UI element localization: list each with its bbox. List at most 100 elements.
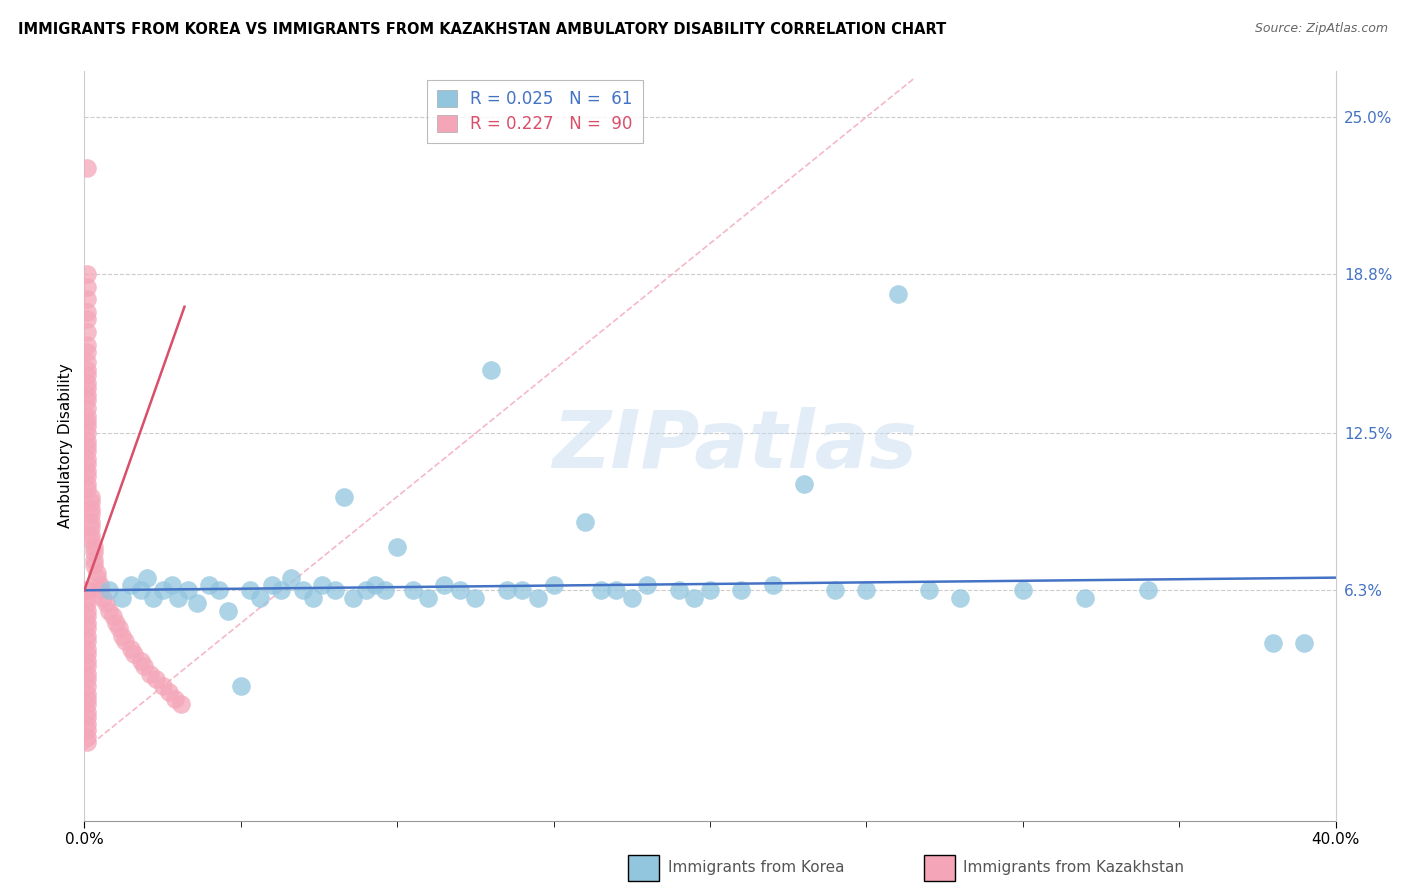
Point [855,583,877,598]
Point [464,591,486,605]
Point [76,659,98,673]
Point [249,591,271,605]
Point [76,161,98,175]
Point [76,634,98,648]
Point [76,687,98,701]
Point [433,578,456,592]
Point [129,654,152,668]
Point [114,634,136,648]
Point [198,578,221,592]
Point [1294,636,1316,650]
Point [76,434,98,448]
Point [111,591,134,605]
Point [76,641,98,656]
Point [76,583,98,598]
Point [76,591,98,605]
Point [165,692,187,706]
Point [132,659,155,673]
Point [157,684,180,698]
Point [418,591,440,605]
Point [354,583,377,598]
Point [76,414,98,428]
Point [76,717,98,731]
Point [918,583,941,598]
Point [1263,636,1285,650]
Point [683,591,706,605]
Point [89,578,111,592]
Point [449,583,471,598]
Point [620,591,643,605]
Point [76,279,98,293]
Point [76,710,98,724]
Point [76,629,98,643]
Text: Immigrants from Korea: Immigrants from Korea [668,861,845,875]
Point [107,621,129,635]
Point [76,723,98,737]
Point [76,647,98,661]
Point [76,730,98,744]
Point [76,393,98,408]
Point [101,608,124,623]
Point [76,621,98,635]
Point [402,583,425,598]
Point [120,578,142,592]
Point [76,596,98,610]
Point [301,591,323,605]
Point [385,541,409,555]
Point [186,596,208,610]
Point [124,647,146,661]
Point [262,578,284,592]
Point [96,596,118,610]
Point [142,591,165,605]
Point [79,520,101,534]
Point [98,583,121,598]
Point [589,583,612,598]
Point [104,616,127,631]
Point [160,578,183,592]
Point [76,381,98,395]
Point [323,583,346,598]
Point [76,680,98,694]
Point [824,583,846,598]
Point [76,292,98,306]
Point [730,583,752,598]
Point [333,490,356,504]
Point [342,591,364,605]
Point [83,553,105,567]
Point [79,515,101,529]
Point [83,558,105,572]
Point [145,672,167,686]
Point [1074,591,1097,605]
Point [76,583,98,598]
Point [76,451,98,466]
Point [512,583,534,598]
Point [280,571,302,585]
Point [89,583,111,598]
Point [270,583,292,598]
Point [949,591,972,605]
Point [167,591,190,605]
Point [76,337,98,351]
Point [79,502,101,516]
Point [76,444,98,458]
Legend: R = 0.025   N =  61, R = 0.227   N =  90: R = 0.025 N = 61, R = 0.227 N = 90 [427,79,643,143]
Point [79,490,101,504]
Point [605,583,627,598]
Point [574,515,596,529]
Point [76,735,98,749]
Y-axis label: Ambulatory Disability: Ambulatory Disability [58,364,73,528]
Point [76,697,98,711]
Point [311,578,333,592]
Point [76,608,98,623]
Point [176,583,198,598]
Point [139,666,162,681]
Point [479,363,502,377]
Point [887,287,910,301]
Point [76,616,98,631]
Point [79,527,101,541]
Text: IMMIGRANTS FROM KOREA VS IMMIGRANTS FROM KAZAKHSTAN AMBULATORY DISABILITY CORREL: IMMIGRANTS FROM KOREA VS IMMIGRANTS FROM… [18,22,946,37]
Point [637,578,659,592]
Point [239,583,262,598]
Text: Source: ZipAtlas.com: Source: ZipAtlas.com [1254,22,1388,36]
Point [79,508,101,522]
